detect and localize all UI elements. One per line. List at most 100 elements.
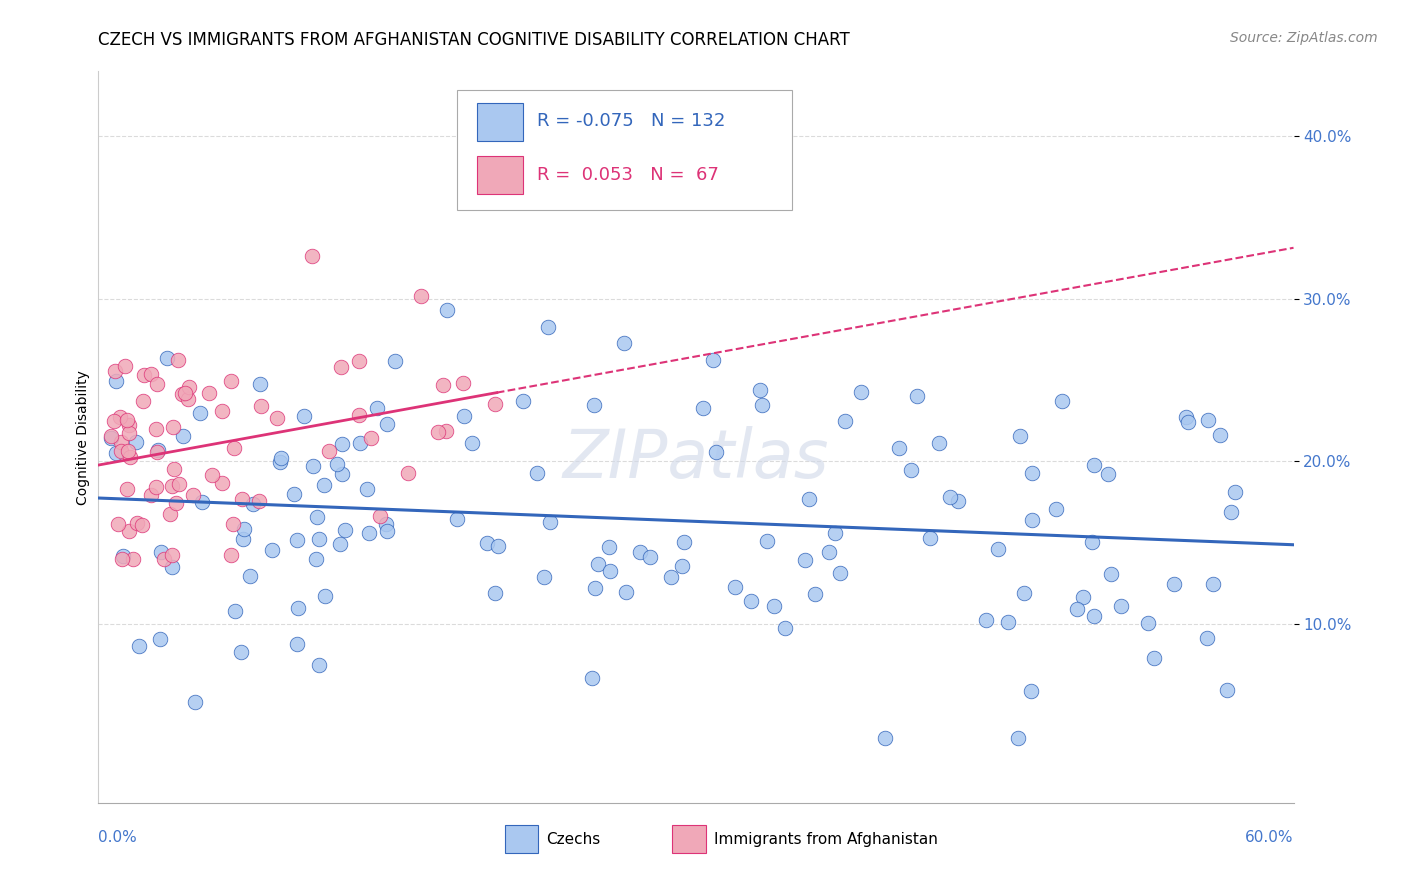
Point: [266, 411, 288, 425]
Point: [156, 351, 179, 365]
Point: [242, 497, 264, 511]
Point: [167, 476, 190, 491]
Point: [849, 384, 872, 399]
Point: [1216, 682, 1239, 697]
Point: [308, 658, 330, 673]
Point: [285, 533, 308, 547]
Point: [538, 515, 561, 529]
Point: [326, 457, 349, 471]
Point: [232, 522, 254, 536]
Point: [330, 467, 353, 481]
Point: [889, 442, 911, 456]
Point: [229, 645, 252, 659]
Point: [875, 731, 897, 745]
Point: [104, 364, 127, 378]
Point: [755, 534, 778, 549]
Point: [262, 543, 284, 558]
Point: [270, 450, 292, 465]
Point: [211, 476, 233, 491]
Point: [749, 383, 772, 397]
Point: [128, 639, 150, 653]
Point: [804, 587, 827, 601]
Point: [905, 388, 928, 402]
Point: [308, 533, 330, 547]
Point: [375, 524, 398, 538]
Point: [1136, 615, 1159, 630]
Point: [461, 435, 484, 450]
Point: [900, 463, 922, 477]
Point: [292, 409, 315, 423]
Point: [117, 482, 139, 496]
Point: [586, 558, 609, 572]
Point: [100, 429, 122, 443]
Point: [436, 302, 458, 317]
Point: [181, 488, 204, 502]
Point: [1202, 577, 1225, 591]
Point: [1219, 505, 1241, 519]
Text: 60.0%: 60.0%: [1246, 830, 1294, 845]
Point: [484, 586, 506, 600]
Text: ZIPatlas: ZIPatlas: [562, 426, 830, 492]
Point: [359, 526, 381, 541]
Point: [172, 387, 194, 401]
Point: [104, 446, 127, 460]
Point: [434, 424, 457, 438]
Point: [794, 553, 817, 567]
Text: 0.0%: 0.0%: [98, 830, 138, 845]
Point: [1008, 429, 1031, 443]
Text: Immigrants from Afghanistan: Immigrants from Afghanistan: [714, 832, 938, 847]
Point: [1083, 608, 1105, 623]
Point: [118, 426, 141, 441]
Text: CZECH VS IMMIGRANTS FROM AFGHANISTAN COGNITIVE DISABILITY CORRELATION CHART: CZECH VS IMMIGRANTS FROM AFGHANISTAN COG…: [98, 31, 851, 49]
Point: [287, 601, 309, 615]
Point: [512, 394, 534, 409]
Point: [533, 570, 555, 584]
Point: [117, 444, 139, 458]
Point: [118, 417, 141, 432]
Point: [938, 491, 960, 505]
Point: [177, 380, 200, 394]
Point: [115, 413, 138, 427]
Point: [1097, 467, 1119, 482]
Point: [1225, 485, 1247, 500]
Point: [198, 386, 221, 401]
Point: [318, 443, 340, 458]
Point: [285, 637, 308, 651]
Point: [191, 495, 214, 509]
Point: [107, 516, 129, 531]
Point: [222, 517, 245, 532]
Point: [118, 524, 141, 538]
Point: [146, 442, 169, 457]
Point: [332, 437, 354, 451]
Point: [598, 540, 620, 554]
Point: [132, 394, 155, 409]
Point: [997, 615, 1019, 629]
Point: [201, 467, 224, 482]
Point: [349, 408, 371, 422]
Point: [250, 399, 273, 413]
Point: [396, 467, 419, 481]
Point: [432, 377, 454, 392]
Point: [702, 353, 724, 368]
Point: [692, 401, 714, 415]
Point: [536, 320, 558, 334]
Point: [110, 444, 132, 458]
Point: [247, 494, 270, 508]
Point: [1209, 427, 1232, 442]
Point: [773, 621, 796, 635]
Point: [475, 536, 498, 550]
Point: [453, 409, 475, 423]
Point: [484, 397, 506, 411]
Point: [100, 431, 122, 445]
Point: [221, 374, 243, 388]
Point: [139, 488, 162, 502]
Text: R = -0.075   N = 132: R = -0.075 N = 132: [537, 112, 725, 130]
Point: [314, 589, 336, 603]
Point: [830, 566, 852, 580]
Point: [302, 458, 325, 473]
Point: [159, 507, 181, 521]
Point: [581, 671, 603, 685]
Point: [145, 479, 167, 493]
FancyBboxPatch shape: [505, 825, 538, 853]
Point: [375, 417, 398, 431]
